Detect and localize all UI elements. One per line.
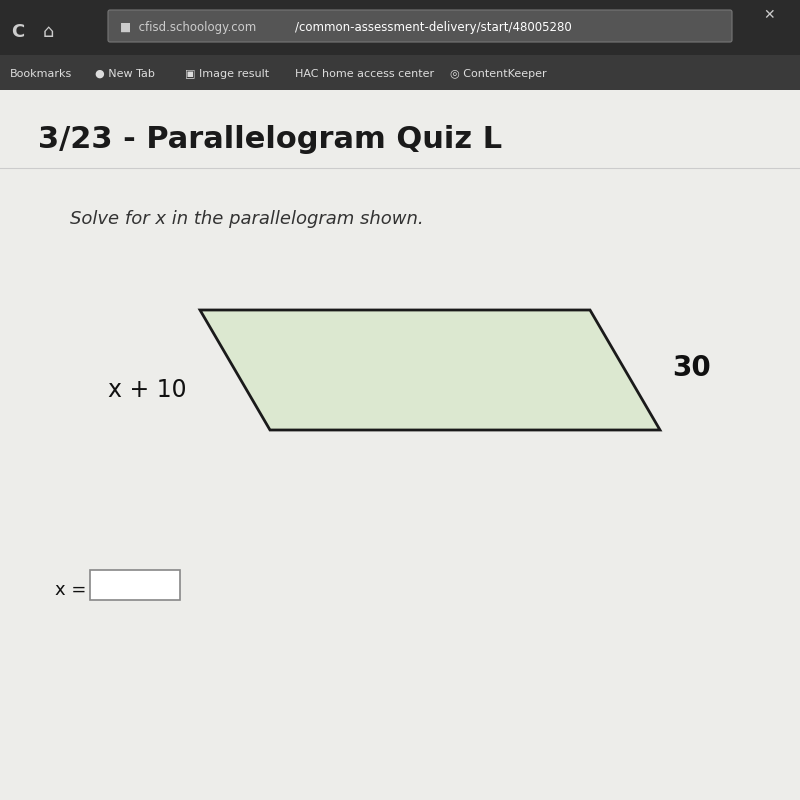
Polygon shape [200,310,660,430]
Text: Solve for x in the parallelogram shown.: Solve for x in the parallelogram shown. [70,210,424,228]
Bar [0,0,800,55]
Text: Bookmarks: Bookmarks [10,69,72,79]
Text: ● New Tab: ● New Tab [95,69,155,79]
Text: ▣ Image result: ▣ Image result [185,69,269,79]
Text: 30: 30 [672,354,710,382]
Text: ◎ ContentKeeper: ◎ ContentKeeper [450,69,546,79]
FancyBboxPatch shape [108,10,732,42]
Text: x =: x = [55,581,86,599]
Bar [0,55,800,90]
Text: /common-assessment-delivery/start/48005280: /common-assessment-delivery/start/480052… [295,22,572,34]
Text: HAC home access center: HAC home access center [295,69,434,79]
Text: 3/23 - Parallelogram Quiz L: 3/23 - Parallelogram Quiz L [38,125,502,154]
Text: ⌂: ⌂ [42,23,54,41]
Text: C: C [11,23,25,41]
Bar [0,90,800,800]
Bar [90,570,180,600]
Text: ■  cfisd.schoology.com: ■ cfisd.schoology.com [120,22,256,34]
Text: x + 10: x + 10 [108,378,186,402]
Text: ✕: ✕ [763,8,775,22]
